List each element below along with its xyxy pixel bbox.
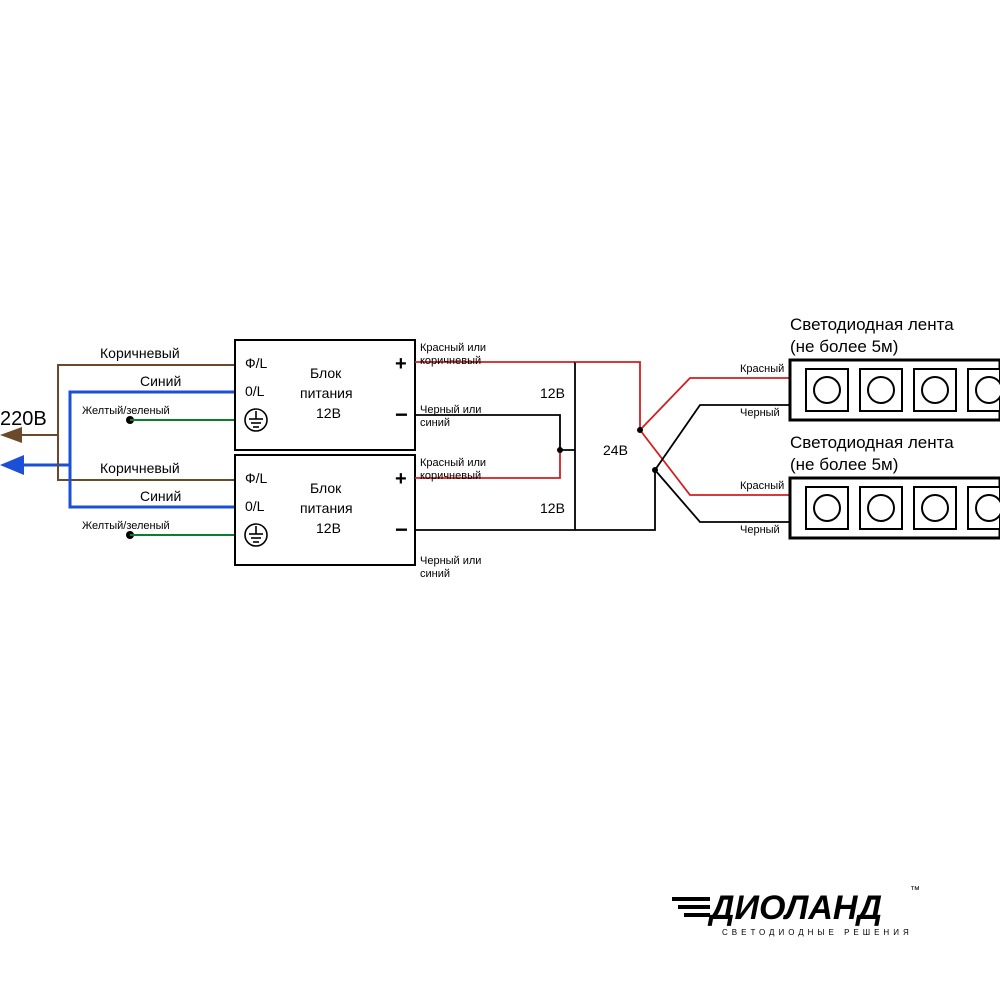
logo-text: ДИОЛАНД bbox=[707, 889, 882, 927]
psu1-blue-label: Синий bbox=[140, 373, 181, 389]
strip2-blk-label: Черный bbox=[740, 524, 780, 536]
strip1-blk-label: Черный bbox=[740, 407, 780, 419]
psu2-pin-phase: Ф/L bbox=[245, 470, 268, 486]
wiring-diagram: 220В Коричневый Синий Желтый/зеленый Кор… bbox=[0, 0, 1000, 1000]
psu1-brown-label: Коричневый bbox=[100, 345, 180, 361]
psu2-neg-label-1: Черный или bbox=[420, 555, 481, 567]
psu1-neg-label-2: синий bbox=[420, 417, 450, 429]
psu2-title3: 12В bbox=[316, 520, 341, 536]
strip1-title-1: Светодиодная лента bbox=[790, 315, 954, 334]
strip1-title-2: (не более 5м) bbox=[790, 337, 898, 356]
strip2-red-label: Красный bbox=[740, 480, 784, 492]
psu1-pos-label-1: Красный или bbox=[420, 342, 486, 354]
psu2-neg-label-2: синий bbox=[420, 568, 450, 580]
strip1-red-label: Красный bbox=[740, 363, 784, 375]
strip2-title-2: (не более 5м) bbox=[790, 455, 898, 474]
psu2-pos-label-1: Красный или bbox=[420, 457, 486, 469]
psu1-pos-label-2: коричневый bbox=[420, 355, 481, 367]
psu1-pin-neutral: 0/L bbox=[245, 383, 265, 399]
psu2-yg-label: Желтый/зеленый bbox=[82, 520, 170, 532]
v12-label-2: 12В bbox=[540, 500, 565, 516]
strip2-title-1: Светодиодная лента bbox=[790, 433, 954, 452]
psu2-title1: Блок bbox=[310, 480, 342, 496]
mains-voltage-label: 220В bbox=[0, 408, 47, 430]
psu1-plus-icon: + bbox=[395, 353, 407, 375]
psu-block-2: Ф/L 0/L Блок питания 12В + − bbox=[235, 455, 415, 565]
psu1-minus-icon: − bbox=[395, 402, 408, 427]
v24-label: 24В bbox=[603, 442, 628, 458]
psu1-title2: питания bbox=[300, 385, 353, 401]
mains-arrows bbox=[0, 427, 70, 475]
psu-block-1: Ф/L 0/L Блок питания 12В + − bbox=[235, 340, 415, 450]
psu1-pin-phase: Ф/L bbox=[245, 355, 268, 371]
psu1-title3: 12В bbox=[316, 405, 341, 421]
psu1-yg-label: Желтый/зеленый bbox=[82, 405, 170, 417]
led-strip-2 bbox=[790, 478, 1000, 538]
psu1-neg-label-1: Черный или bbox=[420, 404, 481, 416]
v12-label-1: 12В bbox=[540, 385, 565, 401]
psu2-title2: питания bbox=[300, 500, 353, 516]
psu2-blue-label: Синий bbox=[140, 488, 181, 504]
psu2-brown-label: Коричневый bbox=[100, 460, 180, 476]
led-strip-1 bbox=[790, 360, 1000, 420]
psu1-title1: Блок bbox=[310, 365, 342, 381]
brand-logo: ДИОЛАНД ™ СВЕТОДИОДНЫЕ РЕШЕНИЯ bbox=[672, 885, 920, 937]
psu2-minus-icon: − bbox=[395, 517, 408, 542]
logo-tm: ™ bbox=[910, 885, 920, 896]
psu2-plus-icon: + bbox=[395, 468, 407, 490]
logo-sub: СВЕТОДИОДНЫЕ РЕШЕНИЯ bbox=[722, 928, 913, 937]
psu2-pin-neutral: 0/L bbox=[245, 498, 265, 514]
psu2-pos-label-2: коричневый bbox=[420, 470, 481, 482]
